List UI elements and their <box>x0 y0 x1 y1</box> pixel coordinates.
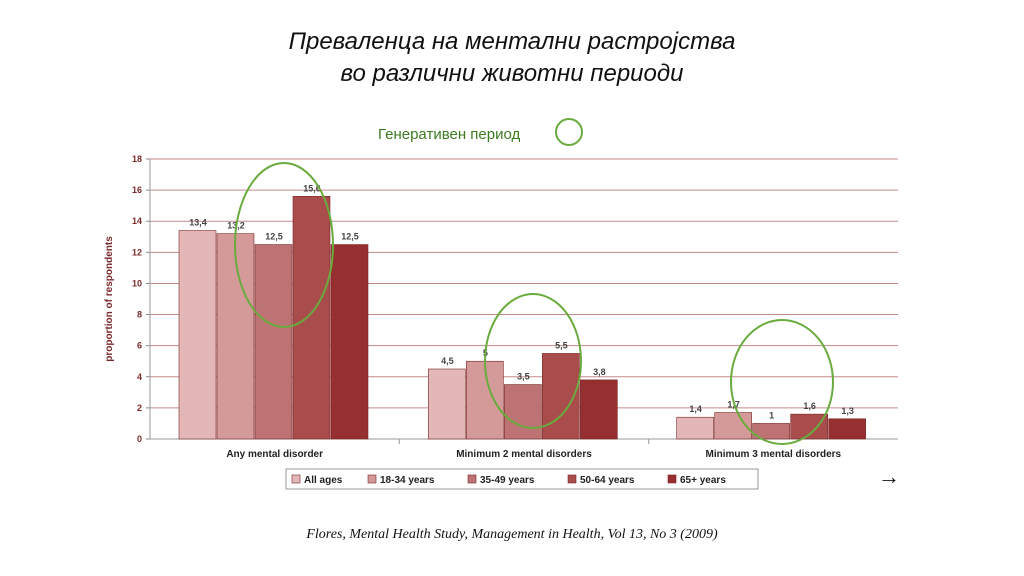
bar <box>216 233 255 440</box>
bar <box>676 416 714 440</box>
data-label: 1,6 <box>803 401 816 411</box>
bar <box>752 423 790 440</box>
data-label: 1 <box>769 410 774 420</box>
legend-swatch <box>291 474 301 484</box>
y-tick-label: 16 <box>132 185 142 195</box>
bar <box>428 368 466 440</box>
y-tick-label: 14 <box>132 216 142 226</box>
bar <box>580 379 618 440</box>
data-label: 12,5 <box>341 232 359 242</box>
title-line-1: Преваленца на ментални растројства <box>288 28 736 55</box>
legend-swatch <box>667 474 677 484</box>
generative-period-label: Генеративен период <box>378 126 521 143</box>
arrow-right-icon: → <box>878 464 900 489</box>
data-label: 12,5 <box>265 232 283 242</box>
legend-label: 18-34 years <box>380 475 435 486</box>
y-tick-label: 0 <box>137 434 142 444</box>
y-tick-label: 12 <box>132 247 142 257</box>
y-tick-label: 6 <box>137 341 142 351</box>
legend-label: 65+ years <box>680 475 726 486</box>
bar <box>330 244 369 440</box>
data-label: 3,5 <box>517 372 530 382</box>
data-label: 1,4 <box>689 404 702 414</box>
data-label: 3,8 <box>593 367 606 377</box>
y-tick-label: 18 <box>132 154 142 164</box>
data-label: 5,5 <box>555 340 568 350</box>
bar <box>254 244 293 440</box>
data-label: 15,6 <box>303 183 321 193</box>
bar <box>292 196 331 440</box>
bar <box>178 230 217 440</box>
highlight-ellipse <box>730 319 834 445</box>
y-tick-label: 8 <box>137 310 142 320</box>
y-tick-label: 4 <box>137 372 142 382</box>
y-axis-label: proportion of respondents <box>104 236 115 362</box>
generative-period-circle-icon <box>555 118 583 146</box>
legend-label: All ages <box>304 475 343 486</box>
bar <box>828 418 866 440</box>
title-line-2: во различни животни периоди <box>340 60 684 87</box>
y-tick-label: 10 <box>132 278 142 288</box>
source-caption: Flores, Mental Health Study, Management … <box>306 527 718 542</box>
data-label: 4,5 <box>441 356 454 366</box>
data-label: 13,4 <box>189 218 207 228</box>
category-label: Minimum 3 mental disorders <box>706 449 842 460</box>
legend-label: 35-49 years <box>480 475 535 486</box>
legend-box <box>285 468 759 490</box>
bar <box>504 384 542 440</box>
category-label: Minimum 2 mental disorders <box>456 449 592 460</box>
data-label: 1,3 <box>841 406 854 416</box>
legend-swatch <box>367 474 377 484</box>
highlight-ellipse <box>484 293 582 429</box>
legend-swatch <box>467 474 477 484</box>
category-label: Any mental disorder <box>226 449 323 460</box>
highlight-ellipse <box>234 162 334 328</box>
bar <box>466 360 504 440</box>
legend-label: 50-64 years <box>580 475 635 486</box>
y-tick-label: 2 <box>137 403 142 413</box>
legend-swatch <box>567 474 577 484</box>
